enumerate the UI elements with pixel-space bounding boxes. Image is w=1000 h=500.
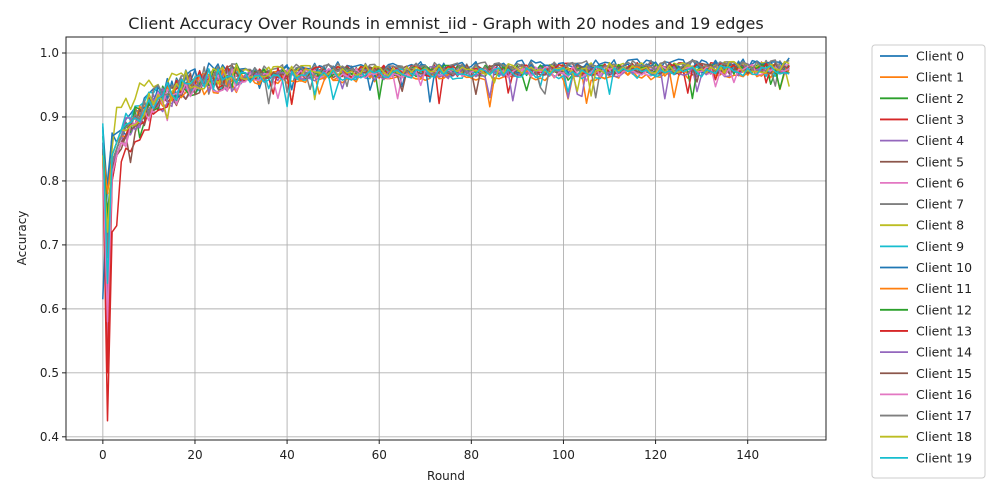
series-layer — [102, 57, 790, 422]
legend-entry: Client 4 — [916, 133, 964, 148]
x-axis-title: Round — [427, 469, 465, 483]
y-axis-title: Accuracy — [15, 211, 29, 266]
legend-entry: Client 8 — [916, 218, 964, 233]
legend: Client 0 Client 1 Client 2 Client 3 Client 4… — [871, 44, 986, 479]
legend-entry: Client 12 — [916, 302, 972, 317]
x-tick-label: 140 — [736, 448, 759, 462]
tick-layer: 0 20 40 60 80 100 120 140 0.4 0.5 0.6 0.7 0.8 0.9 1.0 — [40, 46, 759, 462]
legend-entry: Client 9 — [916, 239, 964, 254]
series-line-client-14 — [102, 65, 790, 291]
series-line-client-3 — [102, 61, 790, 422]
y-tick-label: 0.6 — [40, 302, 59, 316]
y-tick-label: 0.5 — [40, 366, 59, 380]
legend-entry: Client 0 — [916, 49, 964, 64]
x-tick-label: 120 — [644, 448, 667, 462]
x-tick-label: 80 — [464, 448, 479, 462]
series-line-client-6 — [102, 63, 790, 342]
legend-entry: Client 3 — [916, 112, 964, 127]
legend-entry: Client 5 — [916, 154, 964, 169]
chart-title: Client Accuracy Over Rounds in emnist_ii… — [128, 14, 763, 34]
x-tick-label: 60 — [372, 448, 387, 462]
legend-entry: Client 11 — [916, 281, 972, 296]
legend-entry: Client 17 — [916, 408, 972, 423]
series-line-client-7 — [102, 59, 790, 259]
legend-box — [871, 44, 986, 479]
legend-entry: Client 7 — [916, 197, 964, 212]
series-line-client-19 — [102, 64, 790, 285]
legend-entry: Client 18 — [916, 429, 972, 444]
x-tick-label: 40 — [279, 448, 294, 462]
series-line-client-16 — [102, 63, 790, 323]
legend-entry: Client 19 — [916, 450, 972, 465]
y-tick-label: 1.0 — [40, 46, 59, 60]
series-line-client-8 — [102, 61, 790, 246]
x-tick-label: 100 — [552, 448, 575, 462]
grid-layer — [66, 37, 826, 440]
series-line-client-15 — [102, 62, 790, 240]
x-tick-label: 0 — [99, 448, 107, 462]
legend-entry: Client 1 — [916, 70, 964, 85]
series-line-client-4 — [102, 63, 790, 310]
series-line-client-1 — [102, 67, 790, 246]
series-line-client-13 — [102, 62, 790, 374]
legend-entry: Client 2 — [916, 91, 964, 106]
y-tick-label: 0.8 — [40, 174, 59, 188]
y-tick-label: 0.4 — [40, 430, 59, 444]
series-line-client-10 — [102, 60, 790, 300]
legend-entry: Client 14 — [916, 345, 972, 360]
legend-entry: Client 10 — [916, 260, 972, 275]
y-tick-label: 0.7 — [40, 238, 59, 252]
legend-entry: Client 15 — [916, 366, 972, 381]
legend-entry: Client 6 — [916, 175, 964, 190]
legend-entry: Client 13 — [916, 323, 972, 338]
x-tick-label: 20 — [187, 448, 202, 462]
legend-entry: Client 16 — [916, 387, 972, 402]
y-tick-label: 0.9 — [40, 110, 59, 124]
plot-frame — [65, 36, 827, 441]
